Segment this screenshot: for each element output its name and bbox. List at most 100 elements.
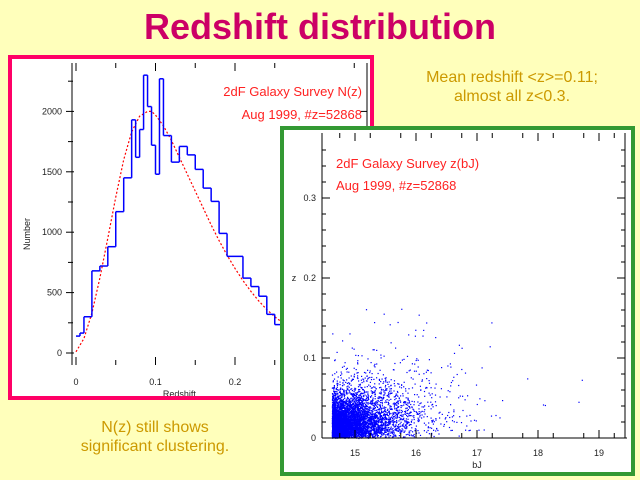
scatter-point: [367, 391, 369, 393]
scatter-point: [359, 414, 361, 416]
scatter-point: [346, 433, 348, 435]
scatter-point: [353, 422, 355, 424]
scatter-point: [430, 387, 432, 389]
scatter-point: [367, 429, 369, 431]
scatter-point: [355, 398, 357, 401]
scatter-point: [378, 412, 380, 414]
scatter-point: [388, 403, 390, 405]
slide-title: Redshift distribution: [144, 6, 496, 47]
scatter-point: [357, 372, 359, 374]
scatter-point: [348, 407, 350, 409]
scatter-point: [428, 380, 430, 382]
scatter-point: [384, 414, 386, 416]
scatter-point: [395, 404, 397, 406]
scatter-point: [434, 401, 437, 403]
scatter-point: [347, 433, 349, 435]
scatter-point: [384, 434, 387, 436]
scatter-point: [366, 424, 368, 426]
scatter-point: [379, 428, 381, 430]
scatter-point: [434, 394, 437, 396]
scatter-point: [380, 409, 382, 411]
scatter-point: [432, 423, 434, 425]
scatter-point: [367, 417, 369, 419]
scatter-point: [342, 403, 344, 405]
scatter-point: [364, 412, 366, 414]
scatter-point: [414, 430, 416, 432]
scatter-point: [332, 381, 334, 383]
scatter-point: [388, 410, 390, 412]
scatter-point: [332, 418, 334, 420]
scatter-point: [394, 426, 396, 428]
scatter-point: [408, 388, 410, 390]
scatter-point: [372, 411, 374, 413]
scatter-point: [373, 418, 375, 420]
scatter-point: [375, 388, 377, 390]
scatter-point: [431, 404, 433, 406]
scatter-point: [390, 435, 392, 437]
scatter-point: [359, 417, 361, 419]
scatter-point: [334, 394, 337, 396]
scatter-point: [398, 397, 400, 399]
scatter-point: [412, 408, 414, 410]
scatter-point: [414, 335, 416, 337]
scatter-point: [407, 409, 409, 411]
scatter-point: [367, 424, 369, 426]
scatter-point: [344, 432, 346, 434]
scatter-point: [367, 434, 369, 437]
scatter-point: [379, 406, 381, 408]
scatter-point: [338, 410, 340, 412]
scatter-point: [377, 417, 379, 419]
scatter-point: [406, 355, 409, 357]
scatter-point: [393, 413, 395, 416]
scatter-point: [423, 406, 425, 408]
scatter-point: [389, 388, 391, 390]
scatter-point: [358, 414, 360, 416]
scatter-point: [407, 418, 409, 420]
scatter-point: [382, 398, 385, 400]
scatter-point: [392, 369, 394, 371]
scatter-point: [368, 384, 370, 386]
scatter-point: [419, 403, 421, 405]
scatter-point: [449, 391, 451, 393]
scatter-point: [384, 418, 386, 421]
scatter-point: [369, 381, 371, 383]
scatter-point: [362, 400, 364, 402]
scatter-point: [428, 405, 430, 407]
scatter-point: [332, 429, 334, 431]
scatter-point: [380, 423, 382, 425]
scatter-point: [372, 397, 374, 399]
scatter-point: [391, 431, 393, 433]
scatter-point: [351, 420, 353, 422]
scatter-point: [462, 395, 464, 397]
scatter-point: [388, 390, 391, 392]
scatter-point: [448, 411, 450, 414]
scatter-point: [363, 405, 365, 407]
scatter-point: [433, 421, 435, 423]
scatter-point: [469, 429, 471, 431]
scatter-point: [363, 390, 365, 392]
scatter-point: [356, 425, 358, 427]
scatter-point: [338, 415, 340, 417]
scatter-point: [360, 402, 362, 404]
scatter-point: [385, 384, 387, 387]
scatter-point: [353, 375, 355, 377]
scatter-point: [380, 392, 382, 394]
scatter-point: [336, 406, 338, 409]
scatter-point: [367, 358, 369, 360]
scatter-point: [394, 421, 396, 423]
scatter-point: [338, 417, 340, 419]
scatter-point: [391, 429, 393, 431]
scatter-point: [355, 388, 357, 390]
scatter-point: [431, 421, 433, 423]
scatter-point: [369, 370, 371, 372]
scatter-point: [380, 433, 383, 435]
scatter-point: [366, 415, 368, 417]
scatter-point: [426, 322, 428, 324]
scatter-point: [337, 434, 339, 436]
scatter-point: [342, 398, 345, 400]
scatter-point: [356, 395, 358, 398]
scatter-point: [377, 432, 379, 434]
scatter-point: [388, 426, 390, 429]
scatter-point: [383, 406, 385, 408]
scatter-point: [399, 423, 401, 425]
